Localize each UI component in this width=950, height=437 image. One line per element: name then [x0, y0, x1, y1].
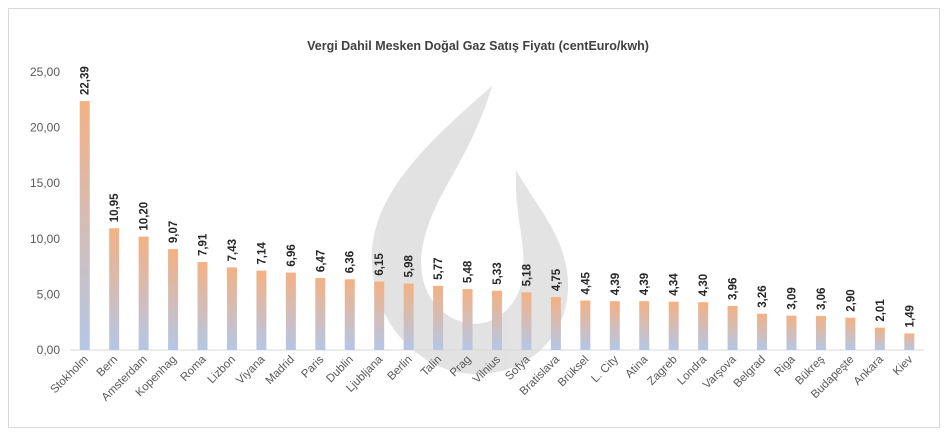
data-label: 7,14: [256, 242, 268, 265]
data-label: 9,07: [168, 221, 180, 243]
data-label: 4,34: [669, 273, 681, 296]
bar: [550, 297, 561, 350]
bar: [285, 272, 296, 350]
bar: [639, 301, 650, 350]
data-label: 6,15: [374, 253, 386, 276]
bar: [521, 292, 532, 350]
category-label: Ankara: [852, 353, 887, 388]
flame-drop-watermark-icon: [371, 86, 569, 375]
data-label: 2,90: [845, 289, 857, 311]
category-label: Zagreb: [646, 354, 680, 388]
bar: [433, 285, 444, 350]
bar: [462, 289, 473, 350]
y-tick-label: 25,00: [30, 65, 60, 79]
data-label: 4,39: [639, 273, 651, 295]
y-tick-label: 5,00: [37, 287, 61, 301]
category-label: Brüksel: [556, 354, 592, 390]
bar: [786, 315, 797, 350]
data-label: 4,30: [698, 274, 710, 296]
category-label: Berlin: [385, 354, 414, 383]
bar: [374, 281, 385, 350]
category-label: Viyana: [234, 353, 268, 387]
data-labels: 22,39 10,95 10,20 9,07 7,91 7,43 7,14 6,96 6,47 6…: [80, 66, 917, 327]
category-label: Kiev: [891, 353, 915, 377]
data-label: 3,26: [757, 285, 769, 307]
bar: [344, 279, 355, 350]
category-label: Bern: [95, 354, 121, 380]
bar: [315, 278, 326, 350]
bar: [580, 300, 591, 350]
bar: [109, 228, 120, 350]
bar: [668, 301, 679, 350]
data-label: 6,36: [345, 251, 357, 273]
data-label: 6,47: [315, 250, 327, 272]
bar: [197, 262, 208, 350]
data-label: 5,98: [404, 255, 416, 278]
category-label: Madrid: [264, 354, 297, 387]
data-label: 7,43: [227, 239, 239, 261]
data-label: 3,96: [728, 278, 740, 300]
y-tick-label: 15,00: [30, 176, 60, 190]
data-label: 1,49: [904, 305, 916, 327]
bar: [698, 302, 709, 350]
bar: [815, 315, 826, 350]
data-label: 5,77: [433, 257, 445, 279]
data-label: 10,20: [139, 202, 151, 231]
bar: [226, 267, 237, 350]
bar: [403, 283, 414, 350]
bars: [79, 101, 915, 351]
bar: [845, 317, 856, 350]
category-label: Riga: [772, 353, 798, 379]
data-label: 3,09: [786, 287, 798, 309]
category-label: Lizbon: [206, 354, 238, 386]
bar: [757, 313, 768, 350]
data-label: 4,39: [610, 273, 622, 295]
bar: [609, 301, 620, 350]
bar: [138, 236, 149, 350]
data-label: 4,45: [580, 272, 592, 295]
bar: [727, 305, 738, 350]
bar: [168, 249, 179, 350]
data-label: 10,95: [109, 193, 121, 222]
bar: [256, 270, 267, 350]
category-label: Belgrad: [732, 354, 769, 391]
data-label: 5,33: [492, 262, 504, 284]
y-tick-label: 0,00: [37, 343, 61, 357]
bar: [874, 327, 885, 350]
data-label: 6,96: [286, 244, 298, 266]
category-label: Paris: [299, 353, 326, 380]
data-label: 7,91: [198, 233, 210, 256]
data-label: 3,06: [816, 288, 828, 310]
category-label: Roma: [178, 353, 209, 384]
y-axis-ticks: 0,00 5,00 10,00 15,00 20,00 25,00: [30, 65, 60, 357]
data-label: 22,39: [80, 66, 92, 95]
y-tick-label: 20,00: [30, 121, 60, 135]
data-label: 5,18: [521, 263, 533, 286]
category-label: Atina: [623, 353, 650, 380]
category-label: Stokholm: [48, 354, 90, 396]
category-label: Varşova: [701, 353, 739, 391]
chart-title: Vergi Dahil Mesken Doğal Gaz Satış Fiyat…: [307, 39, 649, 53]
category-label: L. City: [589, 353, 621, 385]
data-label: 2,01: [875, 299, 887, 322]
bar: [492, 290, 502, 350]
data-label: 5,48: [463, 260, 475, 283]
data-label: 4,75: [551, 268, 563, 291]
y-tick-label: 10,00: [30, 232, 60, 246]
bar: [79, 101, 90, 351]
bar: [904, 333, 915, 350]
